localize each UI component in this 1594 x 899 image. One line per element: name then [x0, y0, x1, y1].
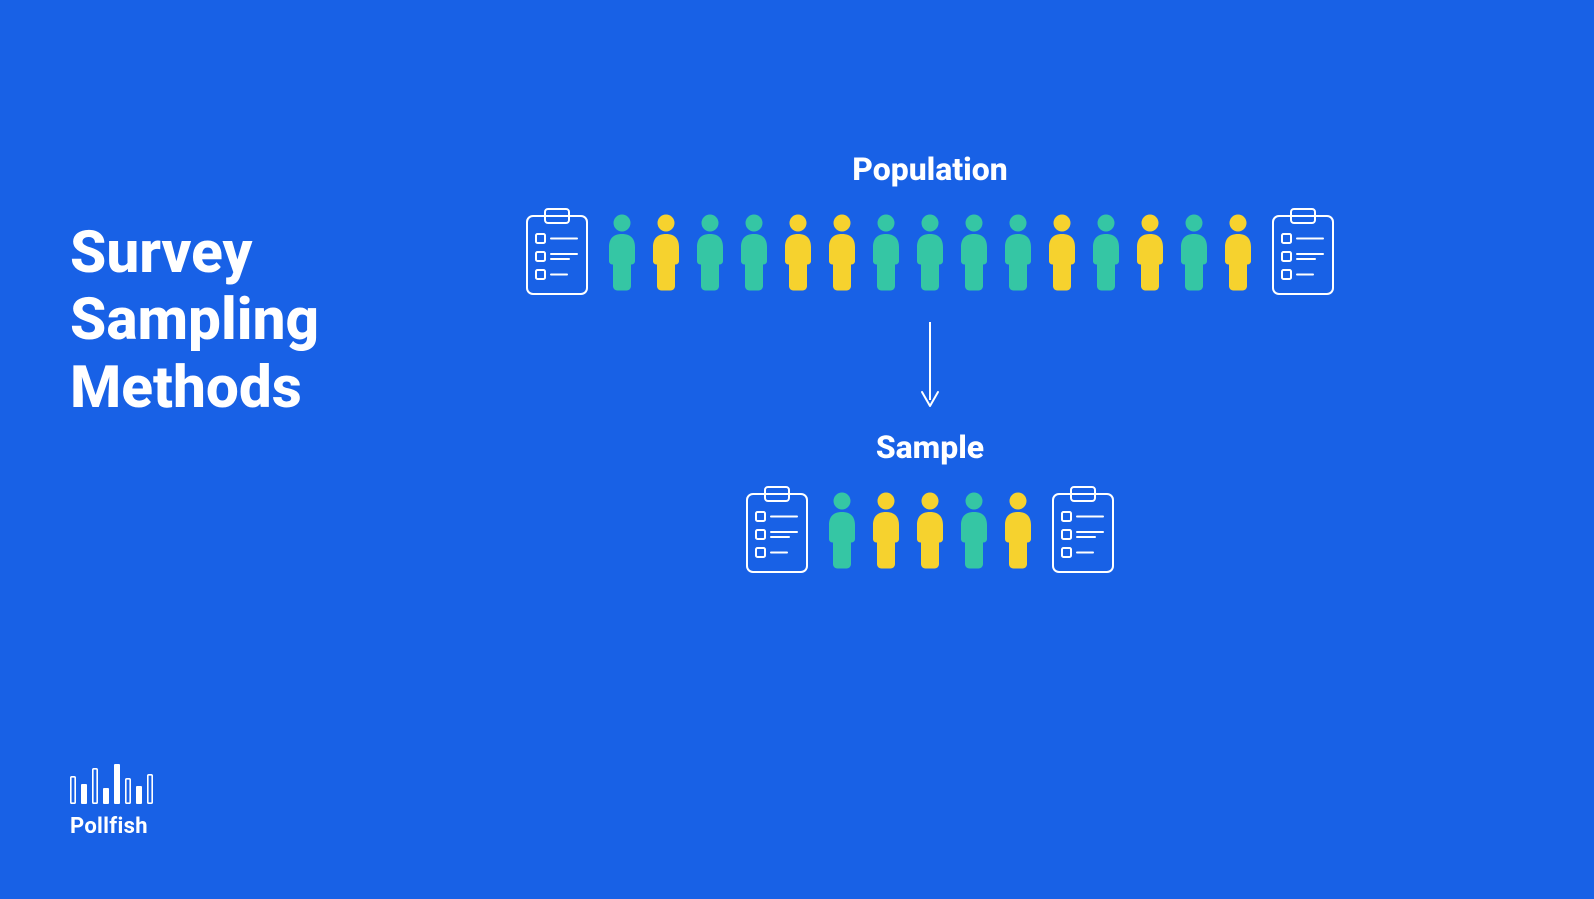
person-icon [1131, 213, 1169, 295]
person-icon [955, 213, 993, 295]
person-icon [823, 491, 861, 569]
brand-block: Pollfish [70, 764, 153, 839]
sampling-diagram: Population [480, 150, 1380, 580]
person-icon [603, 213, 641, 295]
population-row [521, 206, 1339, 302]
person-icon [823, 213, 861, 295]
person-icon [1175, 213, 1213, 291]
person-icon [999, 213, 1037, 291]
title-line-3: Methods [70, 355, 319, 422]
person-icon [1087, 213, 1125, 295]
person-icon [1087, 213, 1125, 291]
person-icon [823, 491, 861, 573]
person-icon [911, 491, 949, 573]
person-icon [911, 491, 949, 569]
person-icon [779, 213, 817, 295]
population-people [603, 213, 1257, 295]
person-icon [823, 213, 861, 291]
clipboard-icon [1047, 484, 1119, 580]
person-icon [1175, 213, 1213, 295]
person-icon [603, 213, 641, 291]
title-line-1: Survey [70, 220, 319, 287]
person-icon [1219, 213, 1257, 291]
person-icon [911, 213, 949, 291]
person-icon [735, 213, 773, 291]
person-icon [691, 213, 729, 295]
sample-people [823, 491, 1037, 573]
person-icon [735, 213, 773, 295]
person-icon [1219, 213, 1257, 295]
pollfish-logo-icon [70, 764, 153, 808]
clipboard-icon [521, 206, 593, 302]
arrow-down-icon [918, 320, 942, 410]
arrow-down-icon [918, 320, 942, 414]
sample-row [741, 484, 1119, 580]
clipboard-icon [741, 484, 813, 576]
person-icon [867, 213, 905, 295]
slide-title: Survey Sampling Methods [70, 220, 319, 422]
arrow-down [918, 320, 942, 414]
person-icon [999, 491, 1037, 573]
population-label: Population [852, 150, 1007, 188]
person-icon [867, 213, 905, 291]
slide: Survey Sampling Methods Population [0, 0, 1594, 899]
clipboard-icon [1047, 484, 1119, 576]
person-icon [779, 213, 817, 291]
person-icon [955, 213, 993, 291]
clipboard-icon [741, 484, 813, 580]
clipboard-icon [1267, 206, 1339, 302]
clipboard-icon [1267, 206, 1339, 298]
person-icon [691, 213, 729, 291]
brand-name: Pollfish [70, 814, 153, 839]
person-icon [999, 213, 1037, 295]
person-icon [955, 491, 993, 569]
title-line-2: Sampling [70, 287, 319, 354]
person-icon [911, 213, 949, 295]
person-icon [955, 491, 993, 573]
person-icon [999, 491, 1037, 569]
person-icon [867, 491, 905, 573]
sample-label: Sample [876, 428, 984, 466]
clipboard-icon [521, 206, 593, 298]
person-icon [1043, 213, 1081, 295]
person-icon [647, 213, 685, 295]
person-icon [1131, 213, 1169, 291]
person-icon [867, 491, 905, 569]
person-icon [647, 213, 685, 291]
person-icon [1043, 213, 1081, 291]
